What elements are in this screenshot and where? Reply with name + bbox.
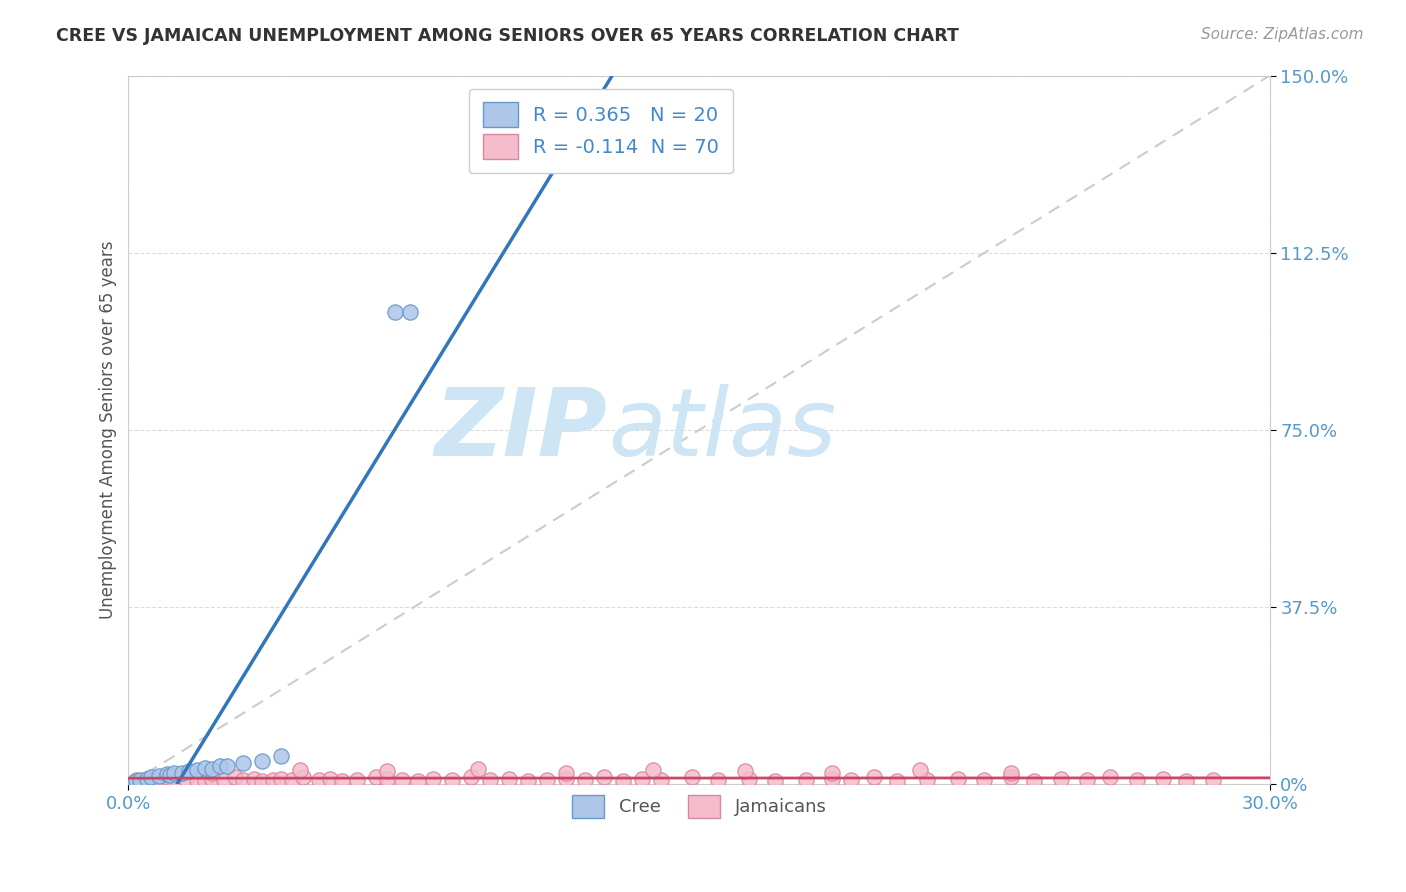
Point <box>125 772 148 787</box>
Point <box>262 772 284 787</box>
Point <box>250 754 273 768</box>
Point <box>163 772 186 787</box>
Point <box>737 772 759 786</box>
Point <box>330 773 353 788</box>
Point <box>399 305 422 319</box>
Point <box>232 756 254 771</box>
Point <box>391 772 413 787</box>
Point <box>375 764 398 779</box>
Point <box>201 765 224 780</box>
Point <box>201 762 224 776</box>
Point <box>794 772 817 787</box>
Point <box>1098 770 1121 784</box>
Point <box>136 772 159 786</box>
Point <box>908 764 931 778</box>
Point <box>973 772 995 787</box>
Point <box>681 770 703 784</box>
Point <box>593 770 616 784</box>
Point <box>193 773 215 788</box>
Point <box>821 765 844 780</box>
Point <box>1202 772 1225 787</box>
Point <box>821 772 844 786</box>
Point <box>839 772 862 787</box>
Point <box>232 772 254 787</box>
Point <box>270 749 292 764</box>
Point <box>422 772 444 786</box>
Point <box>270 772 292 786</box>
Point <box>863 770 886 784</box>
Text: CREE VS JAMAICAN UNEMPLOYMENT AMONG SENIORS OVER 65 YEARS CORRELATION CHART: CREE VS JAMAICAN UNEMPLOYMENT AMONG SENI… <box>56 27 959 45</box>
Point <box>467 762 489 776</box>
Point <box>440 772 463 787</box>
Point <box>346 772 368 787</box>
Point <box>574 772 596 787</box>
Point <box>212 772 235 787</box>
Point <box>763 773 786 788</box>
Point <box>406 773 429 788</box>
Point <box>1076 772 1098 787</box>
Point <box>148 772 170 787</box>
Point <box>1049 772 1071 786</box>
Point <box>1000 770 1022 784</box>
Point <box>1175 773 1198 788</box>
Point <box>136 772 159 786</box>
Point <box>174 772 197 786</box>
Point <box>555 765 578 780</box>
Point <box>159 768 181 782</box>
Point <box>201 772 224 786</box>
Point <box>734 764 756 779</box>
Y-axis label: Unemployment Among Seniors over 65 years: Unemployment Among Seniors over 65 years <box>100 241 117 619</box>
Point <box>917 772 939 787</box>
Point <box>631 772 654 786</box>
Point <box>208 759 231 773</box>
Point <box>224 770 246 784</box>
Text: atlas: atlas <box>607 384 837 475</box>
Point <box>155 767 177 781</box>
Point <box>612 773 634 788</box>
Point <box>250 773 273 788</box>
Point <box>555 772 578 786</box>
Point <box>643 764 665 778</box>
Point <box>125 773 148 788</box>
Point <box>292 770 315 784</box>
Point <box>179 764 201 779</box>
Point <box>516 773 538 788</box>
Point <box>1152 772 1174 786</box>
Point <box>364 770 387 784</box>
Point <box>308 772 330 787</box>
Point <box>186 764 208 778</box>
Point <box>1000 765 1022 780</box>
Point <box>155 770 177 784</box>
Point <box>384 305 406 319</box>
Point <box>946 772 969 786</box>
Point <box>886 773 908 788</box>
Point <box>170 765 193 780</box>
Point <box>536 772 558 787</box>
Point <box>288 764 311 778</box>
Point <box>193 761 215 775</box>
Point <box>498 772 520 786</box>
Point <box>478 772 501 787</box>
Point <box>217 758 239 772</box>
Point <box>319 772 342 786</box>
Point <box>163 765 186 780</box>
Point <box>1125 772 1147 787</box>
Point <box>141 770 163 784</box>
Point <box>128 772 150 787</box>
Text: ZIP: ZIP <box>434 384 607 476</box>
Point <box>460 770 482 784</box>
Point <box>186 772 208 787</box>
Point <box>707 772 730 787</box>
Point <box>281 772 304 787</box>
Point <box>1022 773 1045 788</box>
Point <box>375 772 398 786</box>
Text: Source: ZipAtlas.com: Source: ZipAtlas.com <box>1201 27 1364 42</box>
Point <box>243 772 266 786</box>
Point <box>650 772 672 787</box>
Legend: Cree, Jamaicans: Cree, Jamaicans <box>565 788 834 825</box>
Point <box>148 769 170 783</box>
